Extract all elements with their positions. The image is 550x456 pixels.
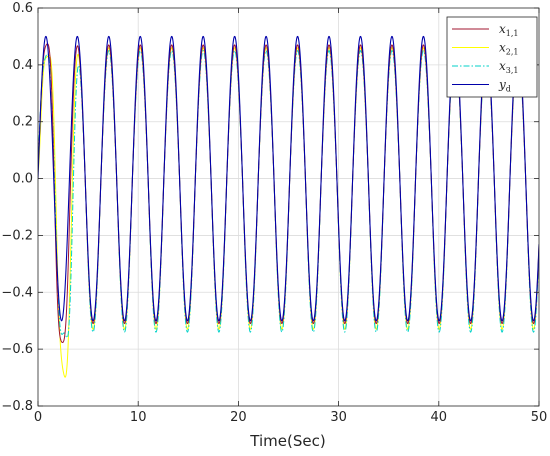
y-tick-label: −0.8 (1, 399, 33, 414)
y-tick-label: 0.0 (12, 172, 33, 187)
tick-marks (37, 7, 540, 407)
x-tick-label: 10 (130, 410, 147, 425)
legend-label: x3,1 (499, 59, 519, 75)
plot-frame (37, 7, 540, 407)
legend-label: x2,1 (499, 41, 519, 57)
legend-label: yd (498, 78, 511, 94)
y-tick-label: −0.2 (1, 228, 33, 243)
y-tick-labels: −0.8 −0.6 −0.4 −0.2 0.0 0.2 0.4 0.6 (1, 1, 33, 414)
y-tick-label: 0.4 (12, 58, 33, 73)
x-tick-label: 0 (34, 410, 42, 425)
y-tick-label: 0.2 (12, 115, 33, 130)
legend-box (446, 16, 538, 98)
y-tick-label: −0.6 (1, 342, 33, 357)
x-tick-label: 20 (230, 410, 247, 425)
y-tick-label: −0.4 (1, 285, 33, 300)
y-tick-label: 0.6 (12, 1, 33, 16)
x-tick-label: 50 (531, 410, 548, 425)
x-axis-title: Time(Sec) (249, 432, 325, 450)
x-tick-label: 40 (431, 410, 448, 425)
x-tick-label: 30 (330, 410, 347, 425)
x-tick-labels: 0 10 20 30 40 50 (34, 410, 547, 425)
legend-label: x1,1 (499, 22, 519, 38)
legend: x1,1 x2,1 x3,1 yd (446, 16, 538, 98)
